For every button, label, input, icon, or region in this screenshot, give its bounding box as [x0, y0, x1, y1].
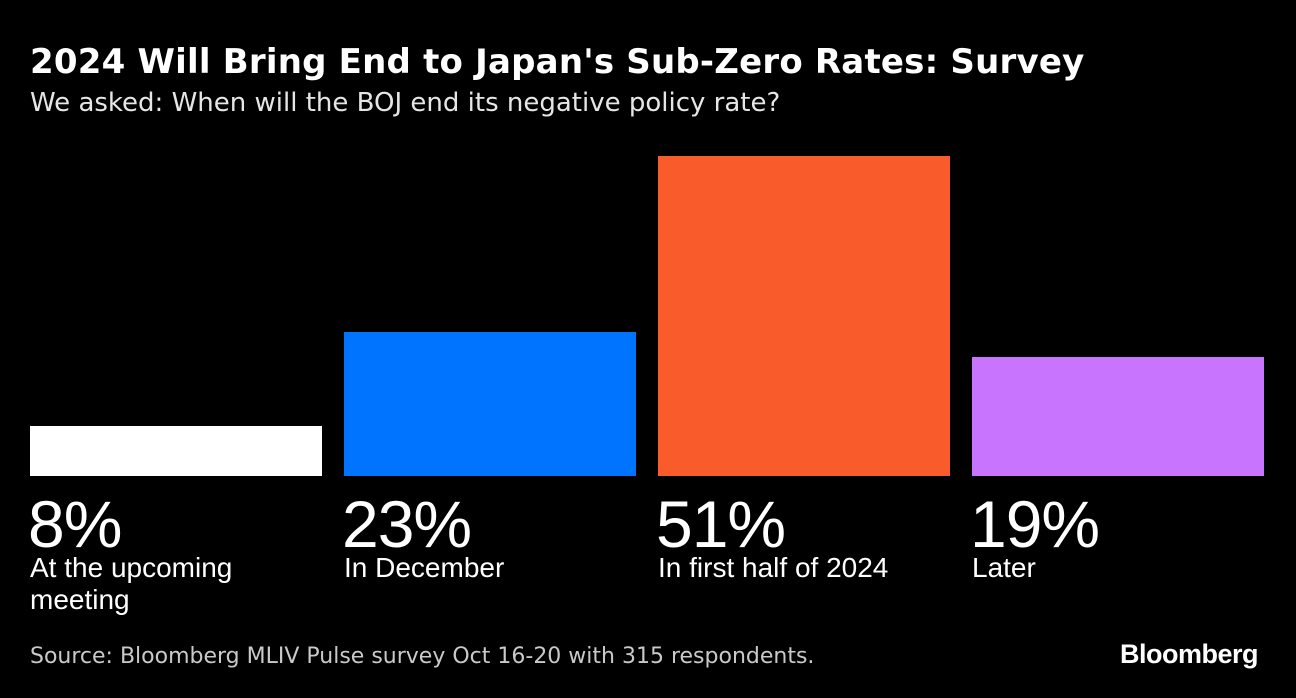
bar-value-label: 51%: [656, 487, 786, 561]
bar-value-label: 23%: [342, 487, 472, 561]
source-note: Source: Bloomberg MLIV Pulse survey Oct …: [30, 644, 815, 669]
chart-title: 2024 Will Bring End to Japan's Sub-Zero …: [30, 42, 1085, 82]
bar-1: [30, 426, 322, 476]
bar-4: [972, 357, 1264, 476]
category-label: At the upcoming meeting: [30, 552, 233, 615]
chart-subtitle: We asked: When will the BOJ end its nega…: [30, 88, 781, 118]
bar-3: [658, 156, 950, 476]
bloomberg-logo: Bloomberg: [1119, 639, 1259, 669]
bar-value-label: 8%: [28, 487, 122, 561]
category-label: Later: [972, 552, 1036, 583]
category-label: In first half of 2024: [658, 552, 889, 583]
category-label: In December: [344, 552, 505, 583]
bar-2: [344, 332, 636, 476]
bar-value-label: 19%: [970, 487, 1100, 561]
